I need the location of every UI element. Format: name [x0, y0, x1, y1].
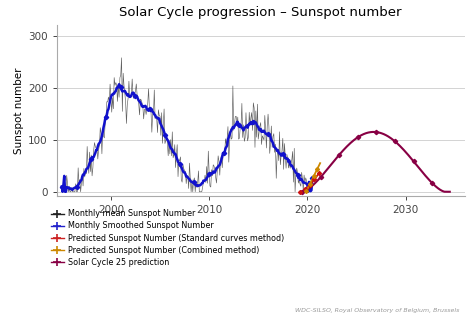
Legend: Monthly mean Sunspot Number, Monthly Smoothed Sunspot Number, Predicted Sunspot : Monthly mean Sunspot Number, Monthly Smo… [51, 210, 284, 267]
Text: WDC-SILSO, Royal Observatory of Belgium, Brussels: WDC-SILSO, Royal Observatory of Belgium,… [295, 308, 460, 313]
Y-axis label: Sunspot number: Sunspot number [14, 67, 24, 154]
Title: Solar Cycle progression – Sunspot number: Solar Cycle progression – Sunspot number [119, 6, 402, 19]
